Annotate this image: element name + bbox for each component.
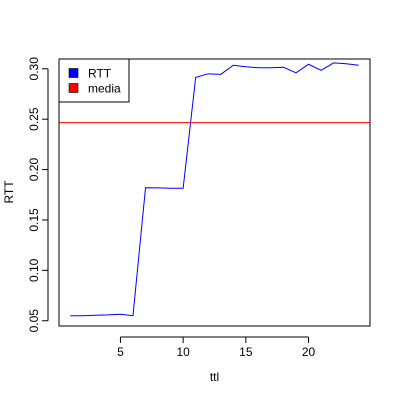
y-tick-label: 0.25	[27, 107, 41, 131]
legend-swatch-RTT	[68, 68, 79, 78]
y-tick-label: 0.10	[27, 258, 41, 282]
legend-label-RTT: RTT	[88, 67, 112, 81]
x-axis: 5 10 15 20	[117, 336, 316, 359]
y-axis-label: RTT	[2, 180, 16, 204]
x-tick-label: 10	[176, 345, 190, 359]
y-tick-label: 0.15	[27, 208, 41, 232]
plot-area	[58, 58, 371, 327]
x-tick-label: 15	[239, 345, 253, 359]
y-tick-label: 0.05	[27, 309, 41, 333]
y-tick-label: 0.20	[27, 158, 41, 182]
x-tick-label: 5	[117, 345, 124, 359]
legend-box	[58, 58, 130, 103]
x-tick-label: 20	[302, 345, 316, 359]
legend-label-media: media	[88, 82, 121, 96]
y-axis: 0.05 0.10 0.15 0.20 0.25 0.30	[27, 57, 49, 333]
x-axis-label: ttl	[210, 370, 219, 384]
series-line-RTT	[70, 62, 359, 317]
plot-frame	[58, 58, 371, 327]
legend-swatch-media	[68, 83, 79, 93]
y-tick-label: 0.30	[27, 57, 41, 81]
